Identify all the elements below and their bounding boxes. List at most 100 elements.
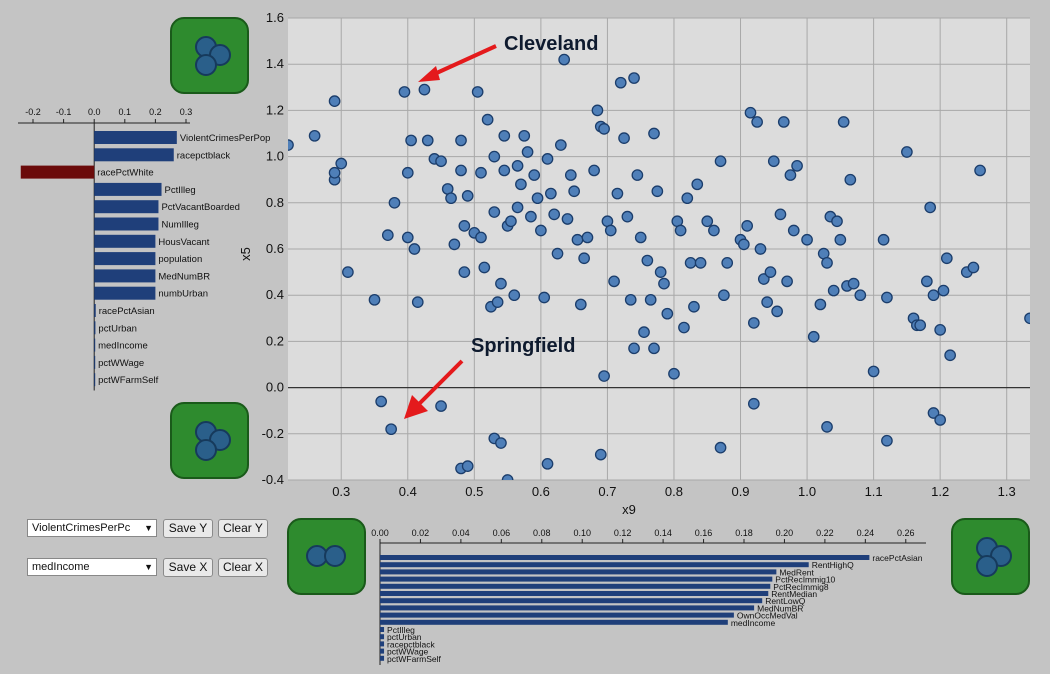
bar xyxy=(380,641,385,647)
y-variable-select[interactable]: ViolentCrimesPerPc ▼ xyxy=(27,519,157,537)
bar xyxy=(94,286,156,300)
bar xyxy=(94,217,159,231)
data-point xyxy=(518,129,531,142)
data-point xyxy=(475,231,487,244)
data-point xyxy=(531,192,544,205)
save-y-button[interactable]: Save Y xyxy=(163,519,213,538)
bar xyxy=(380,562,809,568)
data-point xyxy=(398,86,411,98)
bar-label: MedNumBR xyxy=(757,603,803,613)
bar xyxy=(94,321,96,335)
data-point xyxy=(901,146,913,158)
bar xyxy=(94,269,156,283)
data-point xyxy=(777,116,790,128)
data-point xyxy=(421,134,434,147)
data-point xyxy=(461,460,474,472)
data-point xyxy=(721,257,734,269)
data-point xyxy=(668,367,680,380)
data-point xyxy=(881,291,893,304)
data-point xyxy=(515,178,527,191)
data-point xyxy=(478,261,491,274)
data-point xyxy=(714,441,727,454)
chevron-down-icon: ▼ xyxy=(144,562,153,572)
clear-x-button[interactable]: Clear X xyxy=(218,558,268,577)
clear-y-button[interactable]: Clear Y xyxy=(218,519,268,538)
bar-label: racePctAsian xyxy=(99,306,155,317)
data-point xyxy=(714,155,727,168)
data-point xyxy=(501,474,514,480)
data-point xyxy=(455,164,467,177)
x-axis-label: x9 xyxy=(622,502,636,517)
data-point xyxy=(535,224,547,237)
data-point xyxy=(554,139,567,151)
x-feature-ranking-chart[interactable]: 0.00 0.02 0.04 0.06 0.08 0.10 0.12 0.14 0.16 0.18… xyxy=(360,525,950,674)
y-feature-ranking-chart[interactable]: -0.2 -0.1 0.0 0.1 0.2 0.3 ViolentCrimesPerPop r… xyxy=(0,100,290,400)
chevron-down-icon: ▼ xyxy=(144,523,153,533)
data-point xyxy=(381,229,394,241)
data-point xyxy=(854,289,867,302)
cluster-tile-icon[interactable] xyxy=(170,17,250,95)
tick-label: 0.10 xyxy=(573,528,591,538)
save-x-button[interactable]: Save X xyxy=(163,558,213,577)
data-point xyxy=(654,266,667,278)
data-point xyxy=(877,233,890,246)
data-point xyxy=(488,206,501,218)
bar xyxy=(380,569,777,575)
data-point xyxy=(335,157,348,170)
data-point xyxy=(1024,312,1030,325)
x-tick-label: 1.0 xyxy=(798,484,816,499)
bar-label: RentHighQ xyxy=(812,560,854,570)
data-point xyxy=(628,342,640,355)
x-tick-label: 1.1 xyxy=(865,484,883,499)
data-point xyxy=(618,132,630,144)
data-point xyxy=(551,247,564,260)
data-point xyxy=(405,134,417,147)
data-point xyxy=(761,296,773,308)
data-point xyxy=(644,293,657,306)
data-point xyxy=(821,257,833,269)
bar xyxy=(380,576,773,582)
data-point xyxy=(744,106,757,119)
data-point xyxy=(651,185,664,198)
tick-label: -0.1 xyxy=(56,107,72,117)
data-point xyxy=(458,220,471,232)
x-variable-select[interactable]: medIncome ▼ xyxy=(27,558,157,576)
data-point xyxy=(787,224,800,237)
data-point xyxy=(754,243,767,255)
tick-label: 0.18 xyxy=(735,528,753,538)
y-tick-label: 0.8 xyxy=(266,195,284,210)
bar xyxy=(380,648,385,654)
data-point xyxy=(624,293,637,306)
y-tick-label: 0.6 xyxy=(266,241,284,256)
bar xyxy=(94,373,96,387)
data-point xyxy=(458,266,471,278)
bar xyxy=(94,338,96,352)
bar xyxy=(94,234,156,248)
cluster-tile-icon[interactable] xyxy=(170,402,250,480)
data-point xyxy=(834,233,847,246)
data-point xyxy=(638,326,650,339)
bar-label: pctWWage xyxy=(98,358,144,369)
data-point xyxy=(455,134,467,147)
data-point xyxy=(814,298,827,311)
tick-label: 0.0 xyxy=(88,107,101,117)
bar-label: OwnOccMedVal xyxy=(737,611,798,621)
tick-label: 0.26 xyxy=(897,528,915,538)
tick-label: 0.22 xyxy=(816,528,834,538)
data-point xyxy=(564,169,577,181)
tick-label: 0.24 xyxy=(857,528,875,538)
data-point xyxy=(688,300,700,313)
data-point xyxy=(568,185,581,198)
bar xyxy=(94,355,96,369)
x-tick-label: 0.5 xyxy=(465,484,483,499)
x-tick-label: 0.7 xyxy=(598,484,616,499)
x-tick-label: 0.6 xyxy=(532,484,550,499)
cluster-tile-icon[interactable] xyxy=(951,518,1031,596)
data-point xyxy=(767,155,780,168)
data-point xyxy=(488,150,501,163)
data-point xyxy=(741,220,754,232)
data-point xyxy=(418,83,431,96)
springfield-label: Springfield xyxy=(471,335,576,357)
data-point xyxy=(581,231,594,244)
cluster-tile-icon[interactable] xyxy=(287,518,367,596)
